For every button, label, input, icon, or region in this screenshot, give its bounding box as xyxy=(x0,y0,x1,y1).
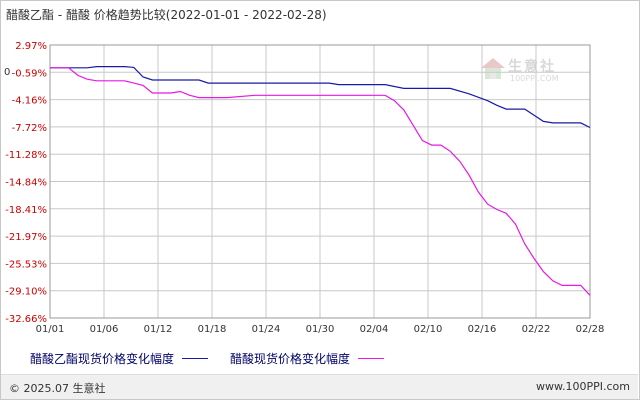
site-url-link[interactable]: www.100PPI.com xyxy=(536,380,630,393)
x-tick-label: 02/28 xyxy=(576,324,605,335)
legend-label: 醋酸乙酯现货价格变化幅度 xyxy=(30,352,175,366)
y-tick-label: -29.10% xyxy=(5,287,47,298)
y-axis-ticks: 2.97% -0.59% -4.16% -7.72% -11.28% -14.84% -18… xyxy=(5,41,47,325)
x-tick-label: 01/18 xyxy=(198,324,227,335)
watermark-brand: 生意社 xyxy=(508,59,556,75)
watermark-url: 100PPI.COM xyxy=(510,74,559,83)
legend-item-acetic-acid: 醋酸现货价格变化幅度 xyxy=(230,350,385,367)
legend-swatch xyxy=(182,358,209,359)
series-line-1 xyxy=(50,65,591,129)
chart-plot: 2.97% -0.59% -4.16% -7.72% -11.28% -14.84% -18… xyxy=(4,41,605,335)
y-tick-label: -18.41% xyxy=(5,205,47,216)
y-zero-label: 0 xyxy=(4,67,10,78)
y-tick-label: -25.53% xyxy=(5,259,47,270)
x-tick-label: 01/30 xyxy=(306,324,335,335)
x-tick-label: 02/16 xyxy=(468,324,497,335)
copyright-text: © 2025.07 生意社 xyxy=(9,382,106,395)
x-tick-label: 01/06 xyxy=(90,324,119,335)
chart-title: 醋酸乙酯 - 醋酸 价格趋势比较(2022-01-01 - 2022-02-28… xyxy=(6,8,327,22)
y-tick-label: -14.84% xyxy=(5,178,47,189)
x-axis-ticks: 01/01 01/06 01/12 01/18 01/24 01/30 02/04 02/10… xyxy=(36,324,605,335)
y-tick-label: -7.72% xyxy=(12,123,47,134)
y-tick-label: -32.66% xyxy=(5,314,47,325)
legend-label: 醋酸现货价格变化幅度 xyxy=(230,352,351,366)
y-tick-label: -4.16% xyxy=(12,96,47,107)
house-logo-icon xyxy=(481,58,505,79)
legend-item-ethyl-acetate: 醋酸乙酯现货价格变化幅度 xyxy=(30,350,209,367)
x-tick-label: 01/01 xyxy=(36,324,65,335)
y-tick-label: -21.97% xyxy=(5,232,47,243)
legend-swatch xyxy=(358,358,385,359)
legend: 醋酸乙酯现货价格变化幅度 醋酸现货价格变化幅度 xyxy=(30,350,406,367)
y-tick-label: -0.59% xyxy=(12,68,47,79)
x-tick-label: 02/22 xyxy=(522,324,551,335)
series-line-2 xyxy=(50,67,591,296)
series-lines xyxy=(50,65,591,296)
grid xyxy=(49,44,591,319)
x-tick-label: 01/24 xyxy=(252,324,281,335)
watermark: 生意社 100PPI.COM xyxy=(480,54,580,88)
x-tick-label: 01/12 xyxy=(144,324,173,335)
x-tick-label: 02/10 xyxy=(414,324,443,335)
plot-border xyxy=(49,44,591,319)
footer: © 2025.07 生意社 www.100PPI.com xyxy=(1,374,638,399)
y-tick-label: 2.97% xyxy=(15,41,47,52)
y-tick-label: -11.28% xyxy=(5,150,47,161)
x-tick-label: 02/04 xyxy=(360,324,389,335)
